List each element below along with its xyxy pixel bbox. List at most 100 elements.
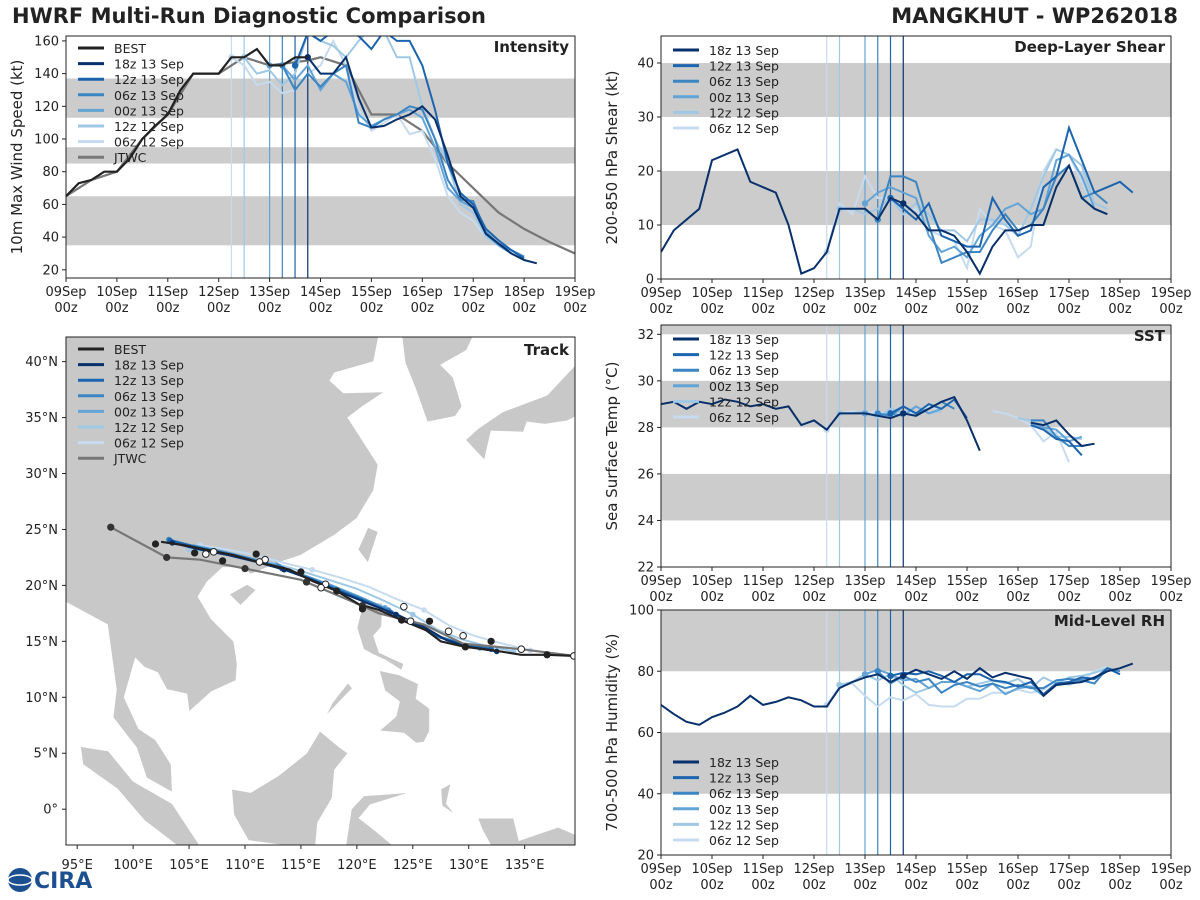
best-track-dot	[219, 557, 227, 565]
legend-label: 00z 13 Sep	[114, 404, 184, 419]
x-tick-label: 00z	[309, 301, 333, 316]
legend-label: 12z 12 Sep	[709, 394, 779, 409]
legend-label: 18z 13 Sep	[709, 332, 779, 347]
y-tick-label: 35°N	[25, 411, 58, 426]
borneo-island	[231, 730, 349, 845]
x-tick-label: 13Sep	[249, 285, 290, 300]
x-tick-label: 14Sep	[300, 285, 341, 300]
x-tick-label: 09Sep	[640, 862, 681, 877]
best-track-dot	[425, 617, 434, 625]
x-tick-label: 12Sep	[793, 286, 834, 301]
x-tick-label: 95°E	[62, 858, 93, 873]
x-tick-label: 00z	[258, 301, 282, 316]
x-tick-label: 14Sep	[895, 862, 936, 877]
shaded-band	[661, 325, 1171, 335]
x-tick-label: 13Sep	[844, 862, 885, 877]
x-tick-label: 19Sep	[1150, 286, 1191, 301]
x-tick-label: 10Sep	[691, 862, 732, 877]
best-track-dot	[398, 616, 406, 624]
legend-label: 06z 12 Sep	[114, 436, 184, 451]
track-open-dot	[202, 550, 210, 558]
x-tick-label: 13Sep	[844, 286, 885, 301]
series-group	[66, 36, 575, 265]
cira-logo: CIRA	[7, 868, 92, 894]
shaded-band	[66, 196, 575, 246]
legend-label: 18z 13 Sep	[114, 358, 184, 373]
x-tick-label: 16Sep	[997, 574, 1038, 589]
series-line	[1030, 421, 1083, 443]
y-tick-label: 25°N	[25, 523, 58, 538]
taiwan-island	[357, 526, 379, 564]
x-tick-label: 18Sep	[1099, 286, 1140, 301]
x-tick-label: 125°E	[393, 858, 433, 873]
best-track-dot	[358, 605, 367, 613]
series-group	[661, 395, 1095, 463]
x-tick-label: 18Sep	[504, 285, 545, 300]
x-tick-label: 00z	[700, 302, 724, 317]
y-tick-label: 20	[42, 263, 59, 278]
korea-peninsula	[401, 337, 474, 423]
track-open-dot	[459, 631, 467, 640]
y-tick-label: 40°N	[25, 355, 58, 370]
luzon-island	[356, 600, 405, 672]
series-start-dot	[887, 410, 894, 417]
analysis-line	[661, 673, 904, 726]
x-tick-label: 00z	[853, 302, 877, 317]
x-tick-label: 14Sep	[895, 286, 936, 301]
legend-label: 00z 13 Sep	[709, 379, 779, 394]
legend-label: 06z 12 Sep	[114, 135, 184, 150]
x-tick-label: 00z	[1108, 302, 1132, 317]
jtwc-track-dot	[302, 578, 311, 586]
y-tick-label: 15°N	[25, 635, 58, 650]
x-tick-label: 10Sep	[691, 286, 732, 301]
y-axis-label: 700-500 hPa Humidity (%)	[603, 633, 621, 831]
y-tick-label: 5°N	[34, 747, 59, 762]
legend-label: 06z 13 Sep	[114, 389, 184, 404]
legend-label: 06z 13 Sep	[709, 363, 779, 378]
legend-label: 12z 13 Sep	[114, 373, 184, 388]
jtwc-track-dot	[163, 553, 171, 562]
rh-panel: 2040608010009Sep00z10Sep00z11Sep00z12Sep…	[603, 604, 1192, 894]
legend-label: 06z 12 Sep	[709, 833, 779, 848]
x-tick-label: 16Sep	[997, 286, 1038, 301]
halmahera-island	[440, 782, 456, 816]
series-group	[661, 124, 1134, 276]
series-start-dot	[861, 200, 869, 207]
best-track-dot	[191, 549, 199, 557]
legend-label: BEST	[114, 41, 146, 56]
shaded-band	[661, 473, 1171, 521]
series-line	[903, 395, 981, 452]
x-tick-label: 00z	[802, 302, 826, 317]
series-line	[1030, 419, 1095, 448]
x-tick-label: 11Sep	[147, 285, 188, 300]
y-axis-label: 200-850 hPa Shear (kt)	[603, 71, 621, 245]
y-tick-label: 40	[637, 57, 654, 72]
x-tick-label: 00z	[751, 878, 775, 893]
track-open-dot	[517, 645, 526, 653]
y-tick-label: 80	[637, 665, 654, 680]
x-tick-label: 120°E	[337, 858, 377, 873]
x-tick-label: 00z	[904, 590, 928, 605]
series-line	[902, 163, 1108, 276]
best-track-line	[160, 540, 574, 657]
x-tick-label: 18Sep	[1099, 862, 1140, 877]
series-start-dot	[291, 62, 299, 69]
series-line	[902, 662, 1134, 698]
analysis-line	[661, 398, 904, 432]
shaded-band	[661, 63, 1171, 117]
x-tick-label: 11Sep	[742, 286, 783, 301]
x-tick-label: 15Sep	[946, 574, 987, 589]
legend-label: 06z 12 Sep	[709, 121, 779, 136]
sst-panel: 22242628303209Sep00z10Sep00z11Sep00z12Se…	[603, 324, 1192, 605]
x-tick-label: 09Sep	[640, 574, 681, 589]
legend-label: 12z 12 Sep	[114, 420, 184, 435]
x-tick-label: 17Sep	[1048, 286, 1089, 301]
shaded-band	[66, 78, 575, 118]
track-open-dot	[400, 602, 408, 611]
legend-label: 06z 13 Sep	[709, 786, 779, 801]
x-tick-label: 00z	[802, 878, 826, 893]
jtwc-track-dot	[107, 523, 115, 531]
track-open-dot	[255, 558, 264, 566]
x-tick-label: 12Sep	[793, 574, 834, 589]
series-line	[890, 667, 1121, 696]
